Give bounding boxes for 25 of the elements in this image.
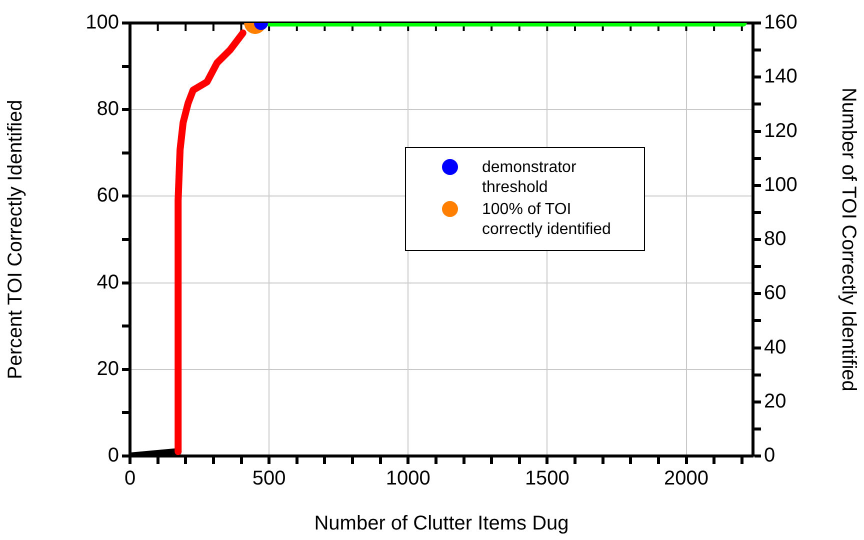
y-tick-label: 0: [108, 444, 119, 467]
y-tick-label: 20: [96, 358, 119, 380]
y2-tick-label: 140: [764, 66, 798, 88]
y-tick-label: 60: [96, 184, 119, 207]
y-tick-label: 80: [96, 98, 119, 120]
x-tick-label: 0: [124, 468, 136, 490]
x-tick-label: 1000: [386, 468, 430, 490]
y-tick-label: 100: [86, 12, 119, 34]
y2-tick-label: 160: [764, 12, 798, 34]
y2-tick-label: 20: [764, 390, 786, 412]
y2-tick-label: 80: [764, 228, 786, 250]
y2-tick-label: 40: [764, 336, 786, 358]
x-tick-label: 500: [252, 468, 286, 490]
y2-axis-title: Number of TOI Correctly Identified: [837, 88, 860, 392]
x-axis-title: Number of Clutter Items Dug: [314, 512, 569, 535]
legend-label: demonstrator threshold: [482, 158, 578, 198]
x-tick-label: 1500: [524, 468, 570, 490]
y-axis-title: Percent TOI Correctly Identified: [4, 100, 27, 380]
y2-tick-label: 60: [764, 282, 786, 304]
y-tick-label: 40: [96, 271, 119, 294]
y2-tick-label: 100: [764, 174, 798, 196]
legend-label: 100% of TOI correctly identified: [482, 200, 612, 240]
y2-tick-label: 120: [764, 120, 798, 142]
x-tick-label: 2000: [664, 468, 708, 490]
y2-tick-label: 0: [764, 444, 776, 467]
